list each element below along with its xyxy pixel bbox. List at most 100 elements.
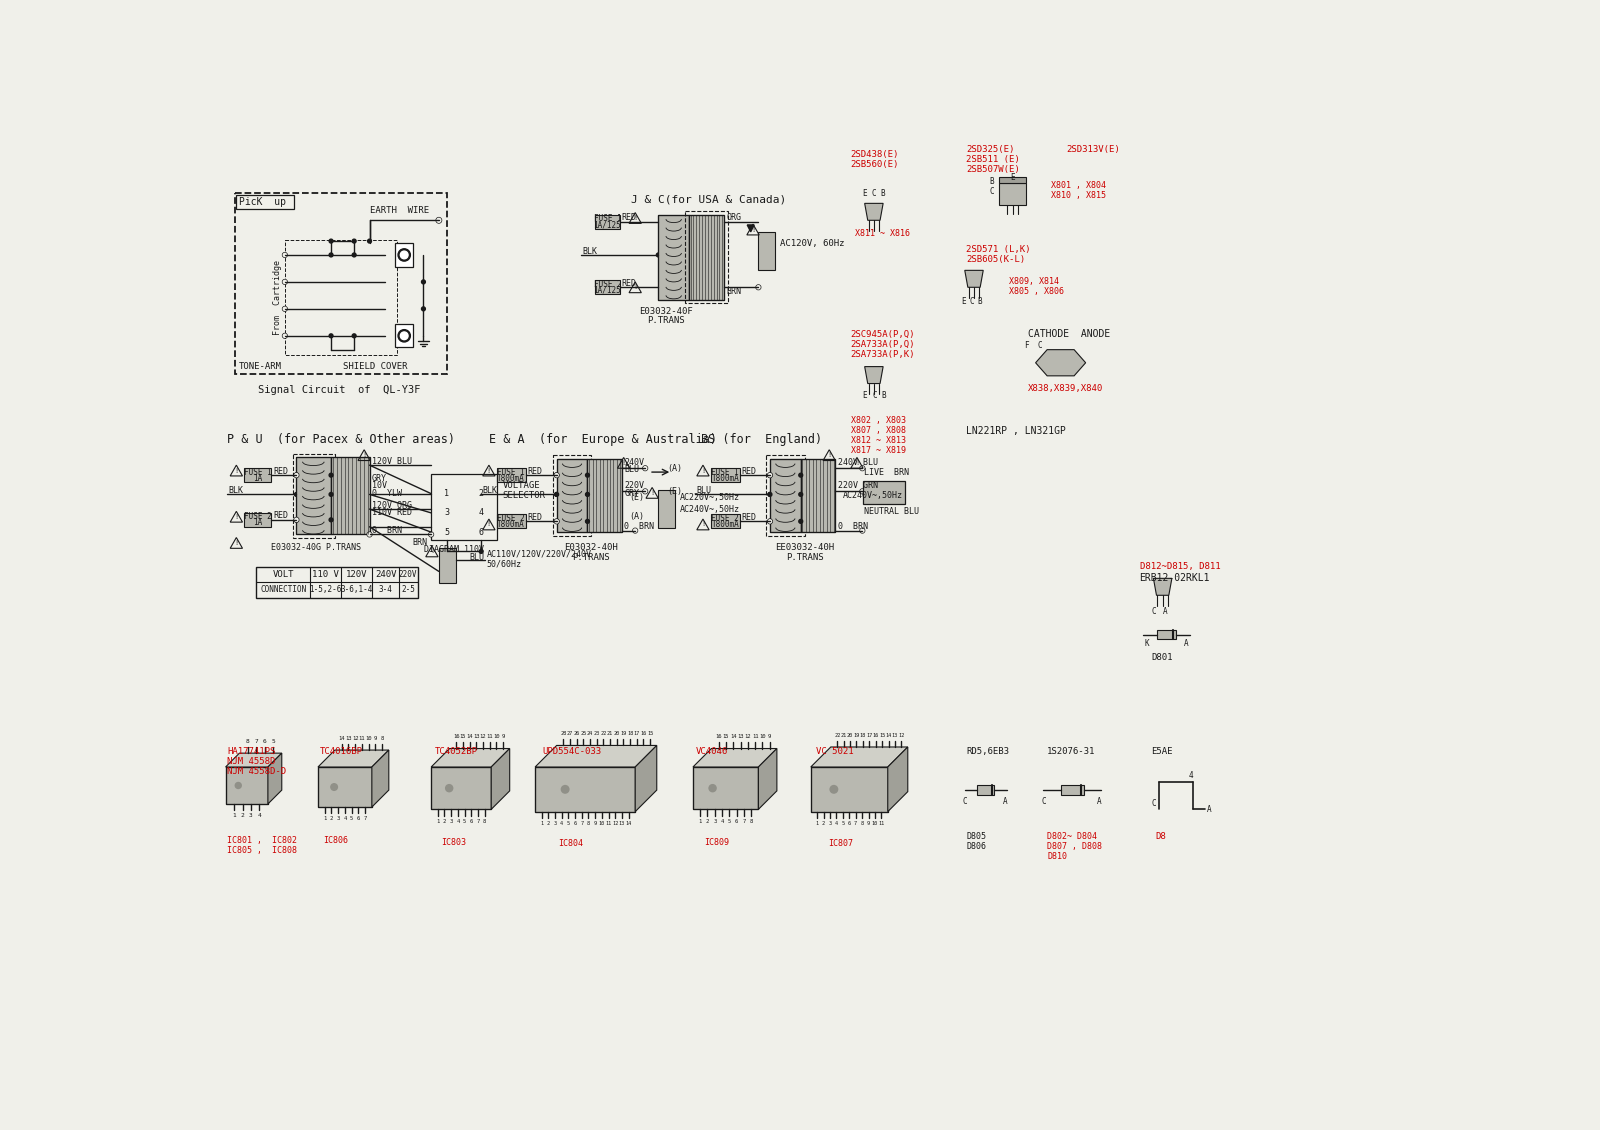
Text: 9: 9: [768, 734, 771, 739]
Text: 2: 2: [330, 816, 333, 822]
Bar: [998, 183, 1026, 205]
Circle shape: [330, 240, 333, 243]
Circle shape: [480, 549, 483, 554]
Circle shape: [768, 473, 771, 477]
Circle shape: [798, 520, 803, 523]
Bar: [245, 468, 270, 483]
Text: 10: 10: [493, 734, 499, 739]
Text: !: !: [701, 468, 706, 473]
Text: !: !: [827, 452, 832, 458]
Text: D806: D806: [966, 842, 986, 851]
Text: FUSE 2: FUSE 2: [594, 280, 621, 288]
Text: 6: 6: [357, 816, 360, 822]
Text: F: F: [1024, 340, 1029, 349]
Text: 12: 12: [744, 734, 750, 739]
Text: 0  BRN: 0 BRN: [838, 522, 867, 531]
Text: A: A: [1163, 607, 1168, 616]
Text: 17: 17: [866, 732, 872, 738]
Text: 10: 10: [598, 820, 605, 826]
Text: 3: 3: [250, 814, 253, 818]
Text: X809, X814: X809, X814: [1008, 277, 1059, 286]
Polygon shape: [430, 748, 510, 767]
Text: 13: 13: [346, 736, 352, 741]
Text: E: E: [862, 391, 867, 400]
Text: 2SD438(E): 2SD438(E): [851, 150, 899, 159]
Text: EE03032-40H: EE03032-40H: [774, 544, 834, 553]
Text: 20: 20: [613, 731, 619, 737]
Circle shape: [861, 529, 864, 533]
Circle shape: [437, 218, 442, 223]
Bar: [770, 459, 800, 532]
Text: FUSE 1: FUSE 1: [243, 468, 272, 477]
Text: 2SB511 (E): 2SB511 (E): [966, 155, 1021, 164]
Text: 7: 7: [477, 818, 480, 824]
Circle shape: [330, 473, 333, 477]
Text: 2SD325(E): 2SD325(E): [966, 145, 1014, 154]
Text: C: C: [1150, 799, 1155, 808]
Text: D805: D805: [966, 832, 986, 841]
Text: CONNECTION: CONNECTION: [261, 585, 307, 594]
Bar: [862, 480, 906, 504]
Bar: [430, 767, 491, 809]
Text: B: B: [978, 297, 982, 305]
Text: 2SB507W(E): 2SB507W(E): [966, 165, 1021, 174]
Circle shape: [829, 785, 838, 793]
Text: 12: 12: [613, 820, 618, 826]
Bar: [710, 468, 739, 483]
Text: X805 , X806: X805 , X806: [1008, 287, 1064, 296]
Text: 11: 11: [486, 734, 493, 739]
Text: E: E: [862, 189, 867, 198]
Text: 27: 27: [566, 731, 573, 737]
Bar: [318, 767, 371, 807]
Text: ORG: ORG: [726, 214, 741, 223]
Circle shape: [352, 240, 357, 243]
Text: !: !: [234, 540, 238, 546]
Text: 2SA733A(P,Q): 2SA733A(P,Q): [851, 340, 915, 349]
Text: 21: 21: [606, 731, 613, 737]
Text: 1: 1: [323, 816, 326, 822]
Bar: [395, 243, 413, 267]
Text: IC809: IC809: [704, 838, 730, 848]
Text: 5: 5: [842, 820, 845, 826]
Text: 28: 28: [560, 731, 566, 737]
Bar: [587, 459, 622, 532]
Circle shape: [294, 472, 299, 478]
Text: P.TRANS: P.TRANS: [573, 553, 610, 562]
Text: 7: 7: [363, 816, 366, 822]
Text: 110V RED: 110V RED: [371, 508, 411, 518]
Text: X811 ~ X816: X811 ~ X816: [854, 229, 910, 238]
Text: 14: 14: [467, 734, 474, 739]
Text: X810 , X815: X810 , X815: [1051, 191, 1106, 200]
Text: FUSE 1: FUSE 1: [594, 215, 621, 224]
Circle shape: [330, 253, 333, 257]
Text: !: !: [634, 285, 637, 290]
Text: TC4016BP: TC4016BP: [320, 747, 363, 756]
Text: IC803: IC803: [442, 838, 466, 848]
Text: FUSE 2: FUSE 2: [498, 514, 525, 523]
Text: 2-5: 2-5: [402, 585, 414, 594]
Text: 4: 4: [478, 508, 483, 518]
Text: 0  BRN: 0 BRN: [371, 527, 402, 536]
Text: B: B: [882, 189, 885, 198]
Circle shape: [554, 472, 558, 478]
Text: 5: 5: [462, 818, 466, 824]
Text: 2: 2: [822, 820, 826, 826]
Text: BRN: BRN: [726, 287, 741, 296]
Bar: [554, 455, 592, 536]
Text: 6: 6: [848, 820, 851, 826]
Text: TC4052BP: TC4052BP: [435, 747, 478, 756]
Bar: [534, 767, 635, 811]
Text: DIAGRAM 110V: DIAGRAM 110V: [424, 545, 485, 554]
Bar: [557, 459, 587, 532]
Text: 5: 5: [566, 820, 570, 826]
Text: UPD554C-033: UPD554C-033: [542, 747, 602, 756]
Text: X802 , X803: X802 , X803: [851, 416, 906, 425]
Text: 1S2076-31: 1S2076-31: [1046, 747, 1096, 756]
Circle shape: [352, 253, 357, 257]
Text: !: !: [234, 468, 238, 473]
Text: 13: 13: [738, 734, 744, 739]
Bar: [690, 215, 723, 299]
Circle shape: [554, 519, 558, 523]
Text: !: !: [750, 226, 755, 233]
Text: J & C(for USA & Canada): J & C(for USA & Canada): [632, 194, 787, 205]
